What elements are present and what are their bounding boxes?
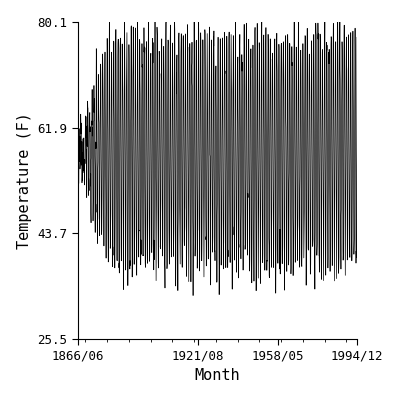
X-axis label: Month: Month — [194, 368, 240, 383]
Y-axis label: Temperature (F): Temperature (F) — [17, 112, 32, 249]
